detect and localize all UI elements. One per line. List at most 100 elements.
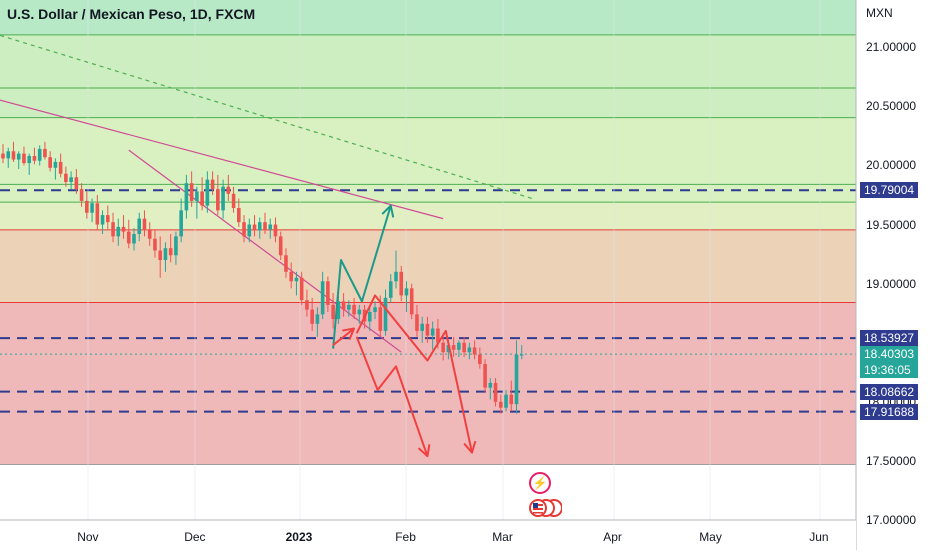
candle-body-13: [69, 177, 73, 182]
candle-body-24: [126, 231, 131, 244]
candle-body-79: [415, 314, 419, 331]
candle-body-19: [100, 215, 105, 225]
candle-body-11: [58, 161, 63, 174]
y-tick-label: 19.00000: [866, 276, 917, 291]
candle-body-60: [315, 314, 320, 324]
countdown-label: 19:36:05: [864, 363, 911, 378]
candle-body-74: [388, 281, 393, 298]
candle-body-93: [488, 382, 493, 388]
candle-body-33: [174, 236, 178, 256]
candle-body-77: [404, 288, 409, 296]
candle-body-46: [242, 222, 246, 237]
candle-body-42: [221, 186, 225, 211]
candle-body-72: [378, 307, 383, 331]
candle-body-26: [137, 218, 142, 234]
x-tick-label: Mar: [492, 530, 513, 544]
price-badge-label: 18.53927: [864, 331, 915, 346]
x-tick-label: Jun: [809, 530, 829, 544]
candle-body-71: [373, 307, 377, 312]
candle-body-61: [320, 281, 325, 315]
candle-body-30: [158, 250, 162, 260]
candle-body-54: [284, 255, 288, 272]
candle-body-16: [85, 200, 89, 213]
candle-body-43: [226, 186, 231, 194]
candle-body-1: [6, 151, 11, 159]
candle-body-78: [409, 288, 414, 315]
candle-body-83: [436, 328, 440, 343]
price-zone-3: [0, 202, 856, 230]
candle-body-65: [341, 301, 346, 310]
candle-body-8: [43, 148, 47, 158]
candle-body-55: [289, 271, 293, 282]
candle-body-28: [147, 229, 152, 239]
candle-body-57: [299, 277, 304, 301]
price-badge: 18.40303 19:36:05: [860, 346, 919, 379]
lightning-event-icon[interactable]: ⚡: [529, 472, 551, 494]
candle-body-40: [210, 179, 215, 190]
price-badge-label: 18.40303: [864, 347, 915, 362]
candle-body-99: [519, 354, 524, 356]
trendline-2: [0, 34, 533, 200]
candle-body-76: [399, 271, 404, 296]
chart-title: U.S. Dollar / Mexican Peso, 1D, FXCM: [7, 6, 256, 22]
price-zone-4: [0, 229, 856, 303]
candle-body-92: [483, 364, 487, 388]
candle-body-48: [252, 224, 257, 231]
price-zone-0: [0, 0, 856, 35]
candle-body-81: [425, 323, 430, 336]
x-tick-label: 2023: [285, 530, 313, 544]
x-tick-label: Nov: [77, 530, 99, 544]
x-tick-label: Dec: [184, 530, 206, 544]
projection-arrowhead-2: [463, 440, 477, 454]
projection-path-3: [355, 336, 429, 457]
candle-body-86: [451, 345, 456, 350]
candle-body-67: [352, 304, 356, 315]
candle-body-49: [257, 222, 262, 231]
candle-body-10: [53, 161, 58, 168]
candle-body-44: [231, 193, 236, 208]
candle-body-96: [504, 394, 508, 408]
trendline-0: [0, 99, 444, 220]
candle-body-27: [142, 218, 147, 230]
us-flag-event-icon[interactable]: [528, 498, 562, 518]
candle-body-66: [347, 304, 351, 310]
y-tick-label: 17.50000: [866, 453, 917, 468]
candle-body-97: [509, 394, 514, 405]
price-axis-bg: [856, 0, 932, 550]
price-zone-1: [0, 34, 856, 118]
projection-arrowhead-0: [381, 204, 395, 218]
candle-body-98: [514, 354, 519, 405]
candle-body-58: [305, 300, 309, 310]
y-tick-label: 20.50000: [866, 99, 917, 114]
candle-body-41: [216, 189, 220, 211]
candle-body-90: [472, 347, 477, 355]
axis-unit-label: MXN: [866, 6, 893, 20]
candle-body-6: [32, 156, 37, 161]
candle-body-75: [394, 271, 398, 282]
candle-body-82: [430, 328, 435, 336]
price-badge: 18.08662: [860, 383, 919, 400]
candle-body-32: [168, 248, 173, 256]
y-tick-label: 20.00000: [866, 158, 917, 173]
candle-body-7: [37, 148, 42, 161]
candle-body-23: [121, 226, 126, 232]
trendline-1: [128, 149, 402, 353]
projection-path-1: [332, 327, 355, 346]
candle-body-37: [195, 191, 199, 201]
projection-path-0: [332, 205, 392, 349]
candle-body-68: [357, 309, 362, 315]
candle-body-3: [16, 153, 21, 160]
candle-body-22: [116, 226, 121, 237]
candle-body-51: [268, 224, 273, 230]
candle-body-63: [331, 304, 335, 320]
candle-body-56: [294, 277, 299, 282]
projection-arrowhead-1: [342, 327, 356, 340]
price-badge-label: 18.08662: [864, 384, 915, 399]
candle-body-4: [22, 153, 26, 164]
candle-body-73: [383, 297, 388, 331]
candle-body-2: [11, 151, 16, 160]
candle-body-94: [493, 382, 498, 402]
candle-body-87: [457, 342, 461, 350]
